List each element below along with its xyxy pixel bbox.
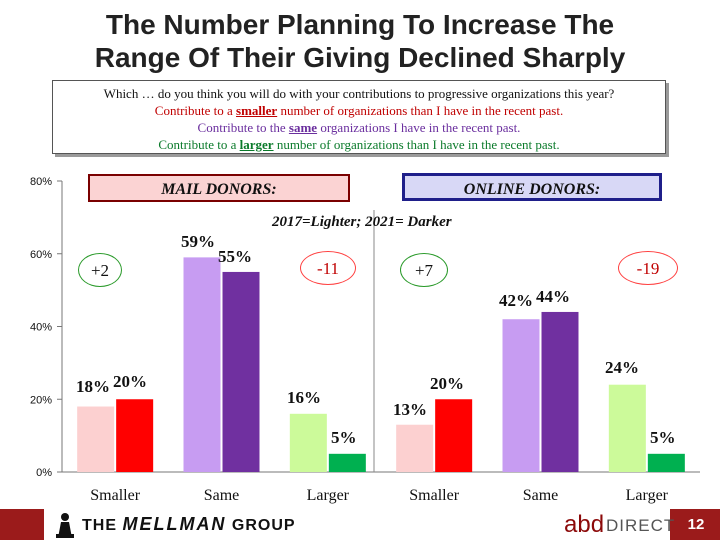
y-tick-label: 40% [30, 322, 52, 334]
label-2021-smaller: 20% [113, 372, 147, 391]
option-smaller: Contribute to a smaller number of organi… [154, 103, 564, 118]
y-tick-label: 20% [30, 394, 52, 406]
question-box: Which … do you think you will do with yo… [52, 80, 666, 154]
bar-2017-smaller [396, 424, 434, 472]
bar-2021-smaller [116, 399, 154, 472]
label-2021-larger: 5% [331, 428, 357, 447]
mellman-logo-icon [56, 513, 74, 538]
bar-2021-same [541, 311, 579, 472]
bar-2017-larger [608, 384, 646, 472]
x-tick-label: Larger [307, 487, 350, 504]
footer-bar: THE MELLMAN GROUP abd DIRECT 12 [0, 509, 720, 540]
label-2021-smaller: 20% [430, 374, 464, 393]
mail-donors-header: MAIL DONORS: [88, 174, 350, 202]
year-legend: 2017=Lighter; 2021= Darker [272, 214, 452, 230]
label-2017-smaller: 18% [76, 377, 110, 396]
x-tick-label: Same [523, 487, 559, 504]
bar-2017-larger [289, 413, 327, 472]
label-2017-same: 59% [181, 232, 215, 251]
page-title: The Number Planning To Increase The Rang… [0, 8, 720, 74]
y-tick-label: 80% [30, 176, 52, 188]
diff-online-smaller: +7 [400, 253, 448, 287]
option-larger: Contribute to a larger number of organiz… [158, 137, 560, 152]
title-line-1: The Number Planning To Increase The [105, 9, 615, 40]
online-donors-header: ONLINE DONORS: [402, 173, 662, 201]
bar-chart: 0% 20% 40% 60% 80% Smaller Same Larger Smaller Sa… [30, 176, 700, 504]
diff-online-same: -19 [618, 251, 678, 285]
y-tick-label: 60% [30, 249, 52, 261]
bar-2021-smaller [435, 399, 473, 472]
diff-mail-same: -11 [300, 251, 356, 285]
x-tick-label: Smaller [409, 487, 459, 504]
question-prompt: Which … do you think you will do with yo… [103, 86, 615, 101]
label-2017-same: 42% [499, 291, 533, 310]
bar-2017-same [183, 257, 221, 472]
label-2017-smaller: 13% [393, 400, 427, 419]
footer-logo-area [44, 509, 670, 540]
label-2021-same: 44% [536, 287, 570, 306]
bar-2017-smaller [77, 406, 115, 472]
page-number: 12 [687, 516, 705, 533]
mellman-group-wordmark: THE MELLMAN GROUP [82, 514, 296, 534]
abd-logo: abd [564, 511, 605, 538]
option-same: Contribute to the same organizations I h… [197, 120, 521, 135]
label-2021-larger: 5% [650, 428, 676, 447]
x-tick-label: Larger [626, 487, 669, 504]
bar-2021-larger [328, 453, 366, 472]
bar-2021-larger [647, 453, 685, 472]
bar-2021-same [222, 271, 260, 472]
diff-mail-smaller: +2 [78, 253, 122, 287]
x-tick-label: Smaller [90, 487, 140, 504]
label-2017-larger: 24% [605, 358, 639, 377]
x-tick-label: Same [204, 487, 240, 504]
label-2021-same: 55% [218, 247, 252, 266]
direct-logo: DIRECT [606, 516, 676, 535]
bar-2017-same [502, 319, 540, 472]
title-line-2: Range Of Their Giving Declined Sharply [94, 42, 626, 73]
label-2017-larger: 16% [287, 388, 321, 407]
y-tick-label: 0% [36, 467, 52, 479]
